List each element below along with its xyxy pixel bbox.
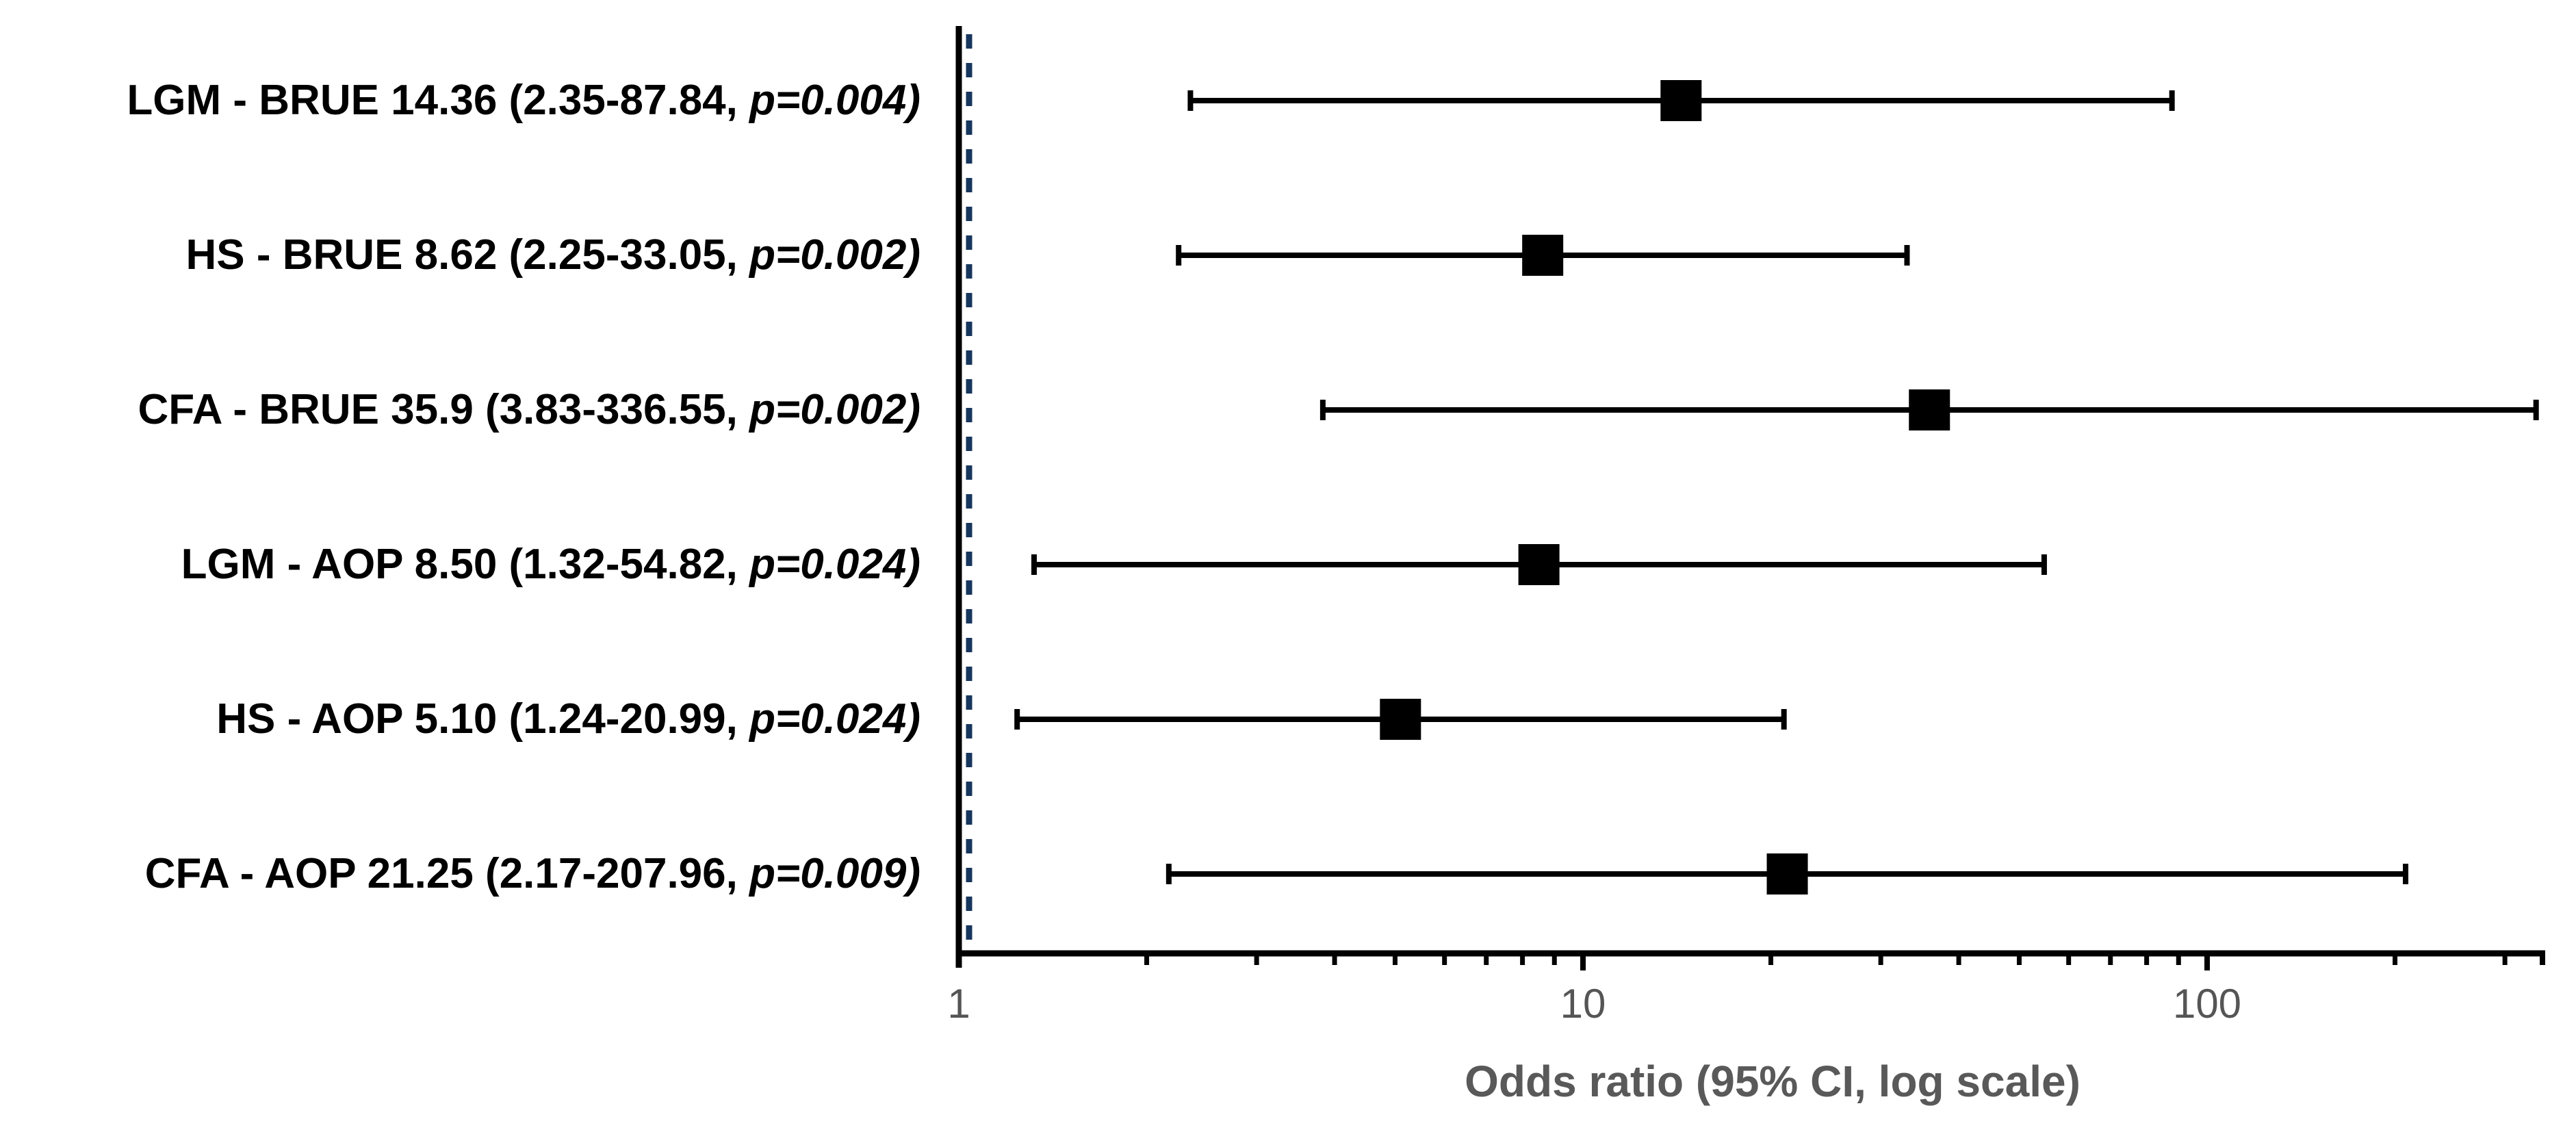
row-label-pvalue: p=0.002) bbox=[749, 231, 920, 279]
or-marker-CFA - AOP bbox=[1766, 853, 1808, 895]
row-label-main: CFA - BRUE 35.9 (3.83-336.55, bbox=[138, 386, 750, 433]
row-label-main: LGM - BRUE 14.36 (2.35-87.84, bbox=[127, 77, 750, 124]
or-marker-HS - AOP bbox=[1380, 699, 1421, 740]
row-label-pvalue: p=0.024) bbox=[749, 695, 920, 743]
row-label-LGM - AOP: LGM - AOP 8.50 (1.32-54.82, p=0.024) bbox=[181, 543, 920, 586]
row-label-main: CFA - AOP 21.25 (2.17-207.96, bbox=[144, 850, 750, 897]
or-marker-CFA - BRUE bbox=[1909, 389, 1950, 430]
x-tick-label-100: 100 bbox=[2172, 981, 2242, 1027]
row-label-pvalue: p=0.004) bbox=[749, 77, 920, 124]
row-label-HS - AOP: HS - AOP 5.10 (1.24-20.99, p=0.024) bbox=[216, 698, 920, 741]
row-label-pvalue: p=0.024) bbox=[749, 541, 920, 588]
row-label-main: LGM - AOP 8.50 (1.32-54.82, bbox=[181, 541, 750, 588]
row-label-main: HS - BRUE 8.62 (2.25-33.05, bbox=[185, 231, 750, 279]
row-label-CFA - AOP: CFA - AOP 21.25 (2.17-207.96, p=0.009) bbox=[145, 853, 920, 895]
row-label-pvalue: p=0.009) bbox=[749, 850, 920, 897]
x-tick-label-1: 1 bbox=[947, 981, 970, 1027]
x-axis-title: Odds ratio (95% CI, log scale) bbox=[1465, 1057, 2081, 1106]
row-label-CFA - BRUE: CFA - BRUE 35.9 (3.83-336.55, p=0.002) bbox=[138, 389, 920, 431]
or-marker-HS - BRUE bbox=[1522, 235, 1564, 276]
row-label-main: HS - AOP 5.10 (1.24-20.99, bbox=[216, 695, 750, 743]
x-tick-label-10: 10 bbox=[1560, 981, 1606, 1027]
row-label-HS - BRUE: HS - BRUE 8.62 (2.25-33.05, p=0.002) bbox=[186, 234, 920, 276]
row-label-pvalue: p=0.002) bbox=[749, 386, 920, 433]
or-marker-LGM - AOP bbox=[1518, 544, 1560, 585]
or-marker-LGM - BRUE bbox=[1660, 80, 1702, 121]
row-label-LGM - BRUE: LGM - BRUE 14.36 (2.35-87.84, p=0.004) bbox=[127, 79, 920, 122]
